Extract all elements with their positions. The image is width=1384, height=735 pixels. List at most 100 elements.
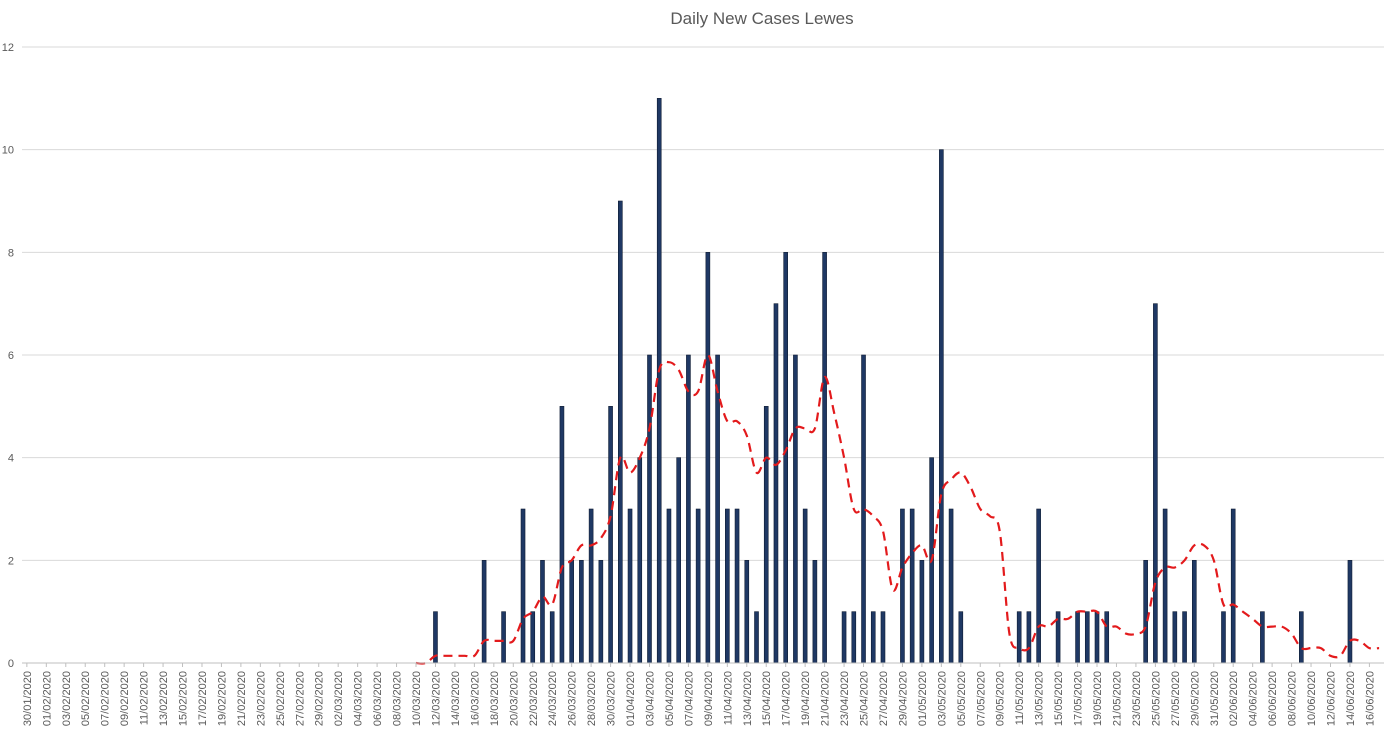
x-tick-label: 14/03/2020 — [450, 671, 462, 726]
x-tick-label: 07/02/2020 — [100, 671, 112, 726]
bar — [647, 354, 652, 664]
bar — [919, 560, 925, 664]
bar — [1143, 560, 1148, 664]
bar — [1026, 611, 1032, 664]
x-tick-label: 19/02/2020 — [216, 671, 228, 726]
bar — [900, 508, 905, 664]
bar — [598, 560, 604, 664]
bar — [569, 560, 574, 664]
x-tick-label: 08/06/2020 — [1287, 671, 1299, 726]
bar — [783, 252, 788, 664]
x-tick-label: 02/03/2020 — [333, 671, 345, 726]
bar — [861, 354, 866, 664]
bar — [851, 611, 857, 664]
x-tick-label: 23/02/2020 — [255, 671, 267, 726]
moving-average-line — [415, 353, 1380, 665]
bar — [1230, 508, 1236, 664]
y-axis-ticks: 0 2 4 6 8 10 12 — [2, 42, 14, 670]
x-tick-label: 17/04/2020 — [781, 671, 793, 726]
bar — [618, 200, 623, 664]
x-tick-label: 21/02/2020 — [236, 671, 248, 726]
y-tick-label: 2 — [8, 555, 14, 567]
bar — [1016, 611, 1022, 664]
x-tick-label: 29/04/2020 — [897, 671, 909, 726]
x-tick-label: 27/05/2020 — [1170, 671, 1182, 726]
x-tick-label: 09/04/2020 — [703, 671, 715, 726]
x-tick-label: 10/03/2020 — [411, 671, 423, 726]
bar — [754, 611, 759, 664]
x-tick-label: 12/03/2020 — [431, 671, 443, 726]
bar — [763, 406, 769, 664]
x-tick-label: 05/04/2020 — [664, 671, 676, 726]
x-tick-label: 12/06/2020 — [1326, 671, 1338, 726]
trend-line — [415, 353, 1380, 665]
y-tick-label: 0 — [8, 658, 14, 670]
bar — [686, 354, 691, 664]
x-tick-label: 28/03/2020 — [586, 671, 598, 726]
bar — [880, 611, 886, 664]
x-tick-label: 25/02/2020 — [275, 671, 287, 726]
bar — [666, 508, 672, 664]
bar — [734, 508, 740, 664]
x-tick-label: 04/03/2020 — [353, 671, 365, 726]
bar — [1299, 611, 1304, 664]
x-tick-label: 21/05/2020 — [1112, 671, 1124, 726]
bar-series — [433, 98, 1353, 664]
bar — [705, 252, 711, 664]
bar — [958, 611, 964, 664]
bar — [1094, 611, 1100, 664]
x-tick-label: 06/06/2020 — [1267, 671, 1279, 726]
bar — [822, 252, 827, 664]
bar — [1075, 611, 1080, 664]
bar — [1162, 508, 1168, 664]
x-tick-label: 27/02/2020 — [294, 671, 306, 726]
bar — [1172, 611, 1178, 664]
x-tick-label: 01/04/2020 — [625, 671, 637, 726]
x-tick-label: 03/05/2020 — [936, 671, 948, 726]
chart-title: Daily New Cases Lewes — [670, 9, 854, 28]
bar — [841, 611, 847, 664]
x-tick-label: 04/06/2020 — [1248, 671, 1260, 726]
y-tick-label: 10 — [2, 145, 14, 157]
x-tick-label: 05/05/2020 — [956, 671, 968, 726]
x-tick-label: 30/01/2020 — [22, 671, 34, 726]
x-tick-label: 19/05/2020 — [1092, 671, 1104, 726]
x-tick-label: 23/05/2020 — [1131, 671, 1143, 726]
x-tick-label: 15/05/2020 — [1053, 671, 1065, 726]
bar — [559, 406, 565, 664]
x-tick-label: 16/06/2020 — [1364, 671, 1376, 726]
x-tick-label: 09/05/2020 — [995, 671, 1007, 726]
x-tick-label: 13/05/2020 — [1034, 671, 1046, 726]
gridlines — [22, 46, 1384, 561]
x-tick-label: 01/02/2020 — [41, 671, 53, 726]
x-tick-label: 17/02/2020 — [197, 671, 209, 726]
bar — [579, 560, 584, 664]
x-tick-label: 21/04/2020 — [820, 671, 832, 726]
x-tick-label: 07/05/2020 — [975, 671, 987, 726]
bar — [725, 508, 730, 664]
x-tick-label: 13/04/2020 — [742, 671, 754, 726]
x-axis-ticks: 30/01/2020 01/02/2020 03/02/2020 05/02/2020… — [22, 663, 1376, 726]
bar — [608, 406, 613, 664]
x-tick-label: 03/02/2020 — [61, 671, 73, 726]
x-tick-label: 25/04/2020 — [859, 671, 871, 726]
x-tick-label: 03/04/2020 — [645, 671, 657, 726]
x-tick-label: 29/02/2020 — [314, 671, 326, 726]
x-tick-label: 31/05/2020 — [1209, 671, 1221, 726]
bar — [501, 611, 506, 664]
x-tick-label: 19/04/2020 — [800, 671, 812, 726]
bar — [793, 354, 798, 664]
bar — [1191, 560, 1197, 664]
x-tick-label: 24/03/2020 — [547, 671, 559, 726]
bar — [481, 560, 487, 664]
x-tick-label: 15/02/2020 — [178, 671, 190, 726]
x-tick-label: 08/03/2020 — [392, 671, 404, 726]
bar — [549, 611, 555, 664]
x-tick-label: 14/06/2020 — [1345, 671, 1357, 726]
x-tick-label: 11/02/2020 — [139, 671, 151, 725]
bar — [715, 354, 720, 664]
bar — [1084, 611, 1090, 664]
bar — [676, 457, 681, 664]
x-tick-label: 09/02/2020 — [119, 671, 131, 726]
